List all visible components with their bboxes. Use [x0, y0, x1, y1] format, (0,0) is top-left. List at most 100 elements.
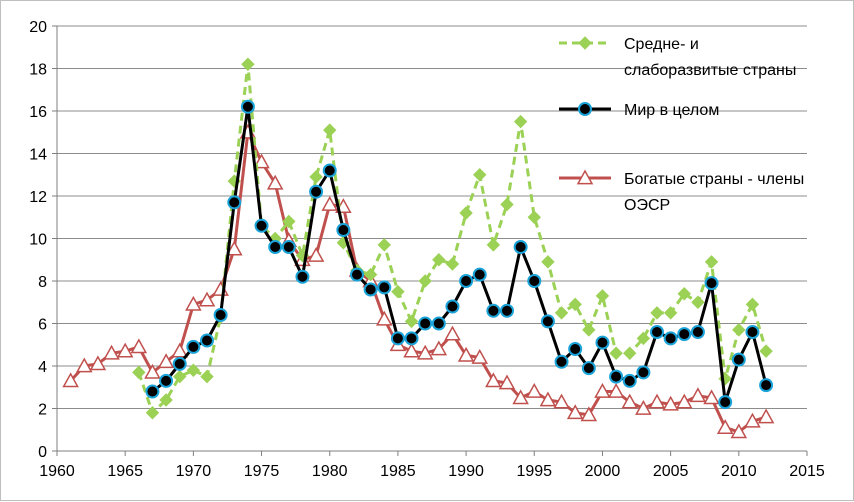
data-point-triangle [512, 389, 529, 405]
data-point-triangle [62, 372, 79, 388]
data-point-triangle [457, 346, 475, 362]
data-point-triangle [307, 246, 325, 262]
data-point-triangle [757, 408, 775, 424]
data-point-circle [568, 342, 583, 356]
data-point-circle [472, 267, 487, 282]
data-point-circle [281, 240, 296, 254]
data-point-diamond [663, 306, 678, 320]
data-point-circle [622, 373, 637, 388]
data-point-circle [213, 308, 228, 322]
data-point-circle [431, 316, 446, 331]
data-point-triangle [375, 310, 393, 326]
data-point-circle [200, 333, 214, 348]
x-tick-label: 2015 [789, 463, 825, 480]
x-tick-label: 2010 [721, 463, 757, 480]
data-point-diamond [459, 206, 473, 220]
series-line [69, 130, 767, 434]
data-point-circle [609, 369, 624, 384]
data-point-diamond [473, 168, 487, 182]
data-point-diamond [309, 170, 323, 184]
data-point-triangle [75, 357, 93, 373]
data-point-triangle [621, 393, 639, 409]
x-tick-label: 1995 [516, 463, 552, 480]
y-tick-label: 12 [29, 189, 47, 206]
legend-label: Средне- и [624, 36, 699, 53]
y-tick-label: 10 [29, 232, 47, 249]
y-tick-label: 2 [38, 402, 47, 419]
series-triangle-group [62, 123, 775, 439]
data-point-circle [268, 240, 283, 254]
data-point-circle [172, 356, 187, 371]
data-point-circle [486, 303, 501, 318]
data-point-diamond [650, 306, 664, 320]
data-point-diamond [578, 36, 592, 50]
data-point-diamond [636, 331, 651, 346]
data-point-circle [540, 314, 555, 329]
data-point-triangle [576, 169, 594, 185]
data-point-circle [731, 352, 746, 367]
data-point-diamond [145, 406, 160, 420]
x-tick-label: 1960 [39, 463, 75, 480]
x-tick-label: 1975 [244, 463, 280, 480]
data-point-triangle [744, 412, 761, 428]
data-point-circle [527, 274, 542, 288]
data-point-circle [500, 303, 514, 318]
data-point-circle [554, 354, 569, 369]
data-point-diamond [595, 289, 610, 303]
data-point-triangle [689, 387, 707, 403]
legend-label: Мир в целом [624, 102, 719, 119]
data-point-triangle [89, 355, 107, 371]
data-point-circle [186, 339, 201, 354]
data-point-circle [513, 240, 528, 254]
data-point-triangle [103, 344, 120, 360]
data-point-triangle [553, 393, 570, 409]
data-point-triangle [566, 404, 584, 420]
y-tick-label: 16 [29, 104, 47, 121]
data-point-diamond [527, 210, 541, 224]
data-point-triangle [198, 291, 216, 307]
data-point-diamond [132, 365, 146, 380]
data-point-triangle [403, 342, 420, 358]
data-point-triangle [416, 344, 434, 360]
data-point-circle [595, 335, 610, 350]
data-point-triangle [498, 374, 516, 390]
data-point-triangle [171, 342, 189, 358]
data-point-diamond [623, 346, 637, 360]
data-point-diamond [404, 314, 419, 329]
data-point-circle [690, 325, 705, 339]
data-point-circle [322, 163, 337, 178]
legend: Средне- и слаборазвитые страны Мир в целом… [559, 36, 804, 214]
data-point-triangle [525, 382, 543, 398]
y-tick-label: 14 [29, 147, 47, 164]
legend-entry: Мир в целом [559, 102, 719, 119]
data-point-diamond [200, 369, 214, 384]
data-point-diamond [377, 238, 391, 252]
data-point-circle [240, 99, 255, 114]
data-point-circle [636, 365, 651, 380]
data-point-triangle [144, 363, 161, 379]
data-point-triangle [253, 153, 270, 169]
data-point-diamond [486, 238, 501, 252]
y-tick-label: 6 [38, 317, 47, 334]
data-point-circle [745, 325, 760, 339]
x-tick-label: 2000 [585, 463, 621, 480]
data-point-circle [145, 384, 160, 399]
x-tick-label: 2005 [653, 463, 689, 480]
data-point-diamond [677, 287, 691, 301]
data-point-diamond [500, 197, 514, 212]
data-point-triangle [648, 393, 666, 409]
series-layer [62, 57, 775, 439]
data-point-diamond [282, 214, 296, 229]
x-tick-label: 1965 [107, 463, 143, 480]
data-point-triangle [594, 382, 611, 398]
data-point-triangle [225, 240, 243, 256]
data-point-circle [578, 102, 592, 116]
data-point-circle [254, 218, 269, 233]
data-point-triangle [580, 406, 598, 422]
y-tick-label: 4 [38, 359, 47, 376]
data-point-diamond [241, 57, 255, 71]
data-point-diamond [418, 274, 432, 288]
legend-label: Богатые страны - члены [624, 171, 804, 188]
data-point-triangle [635, 399, 652, 415]
